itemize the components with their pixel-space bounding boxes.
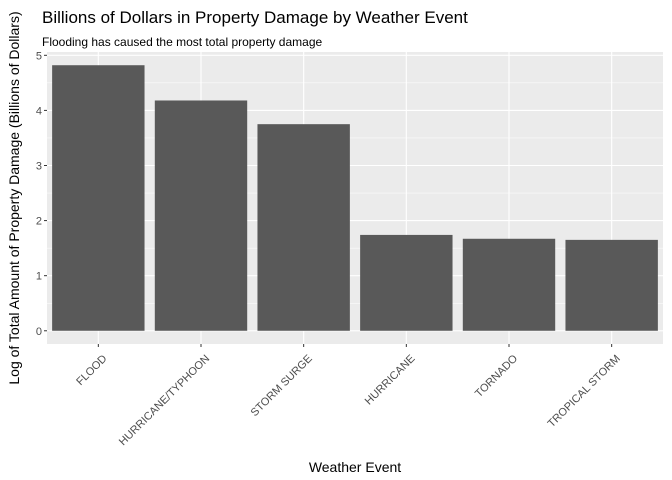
gridlines xyxy=(47,52,663,344)
y-axis-title: Log of Total Amount of Property Damage (… xyxy=(6,11,22,384)
x-tick-label: HURRICANE/TYPHOON xyxy=(117,353,212,448)
x-tick-label: TORNADO xyxy=(473,352,521,400)
bar-hurricane xyxy=(360,234,453,331)
bar-tropical-storm xyxy=(565,239,658,331)
bar-tornado xyxy=(462,238,556,331)
x-tick-label: TROPICAL STORM xyxy=(546,353,623,430)
chart-title: Billions of Dollars in Property Damage b… xyxy=(42,8,468,27)
y-axis: 0 1 2 3 4 5 xyxy=(36,50,47,338)
x-axis-title: Weather Event xyxy=(309,459,401,475)
x-tick-label: HURRICANE xyxy=(363,353,418,408)
y-tick-label: 2 xyxy=(36,216,42,228)
x-axis: FLOOD HURRICANE/TYPHOON STORM SURGE HURRICA… xyxy=(74,344,623,448)
y-tick-label: 0 xyxy=(36,326,42,338)
y-tick-label: 3 xyxy=(36,160,42,172)
plot-panel xyxy=(47,52,663,344)
bar-hurricane-typhoon xyxy=(154,100,248,331)
bar-flood xyxy=(52,65,145,331)
x-tick-label: FLOOD xyxy=(74,353,109,388)
bar-storm-surge xyxy=(257,124,350,331)
chart-subtitle: Flooding has caused the most total prope… xyxy=(42,35,322,49)
bars xyxy=(52,65,658,331)
x-tick-label: STORM SURGE xyxy=(249,353,315,419)
y-tick-label: 5 xyxy=(36,50,42,62)
y-tick-label: 1 xyxy=(36,271,42,283)
y-tick-label: 4 xyxy=(36,105,42,117)
